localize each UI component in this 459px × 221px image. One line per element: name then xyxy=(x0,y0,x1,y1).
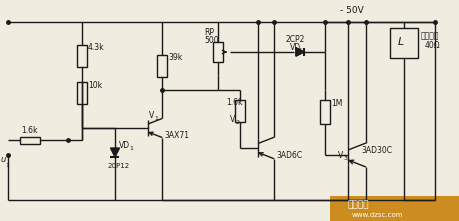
Text: www.dzsc.com: www.dzsc.com xyxy=(351,212,403,218)
Text: 39k: 39k xyxy=(168,53,182,62)
Text: 1: 1 xyxy=(5,163,9,168)
Text: 维库一卡: 维库一卡 xyxy=(347,200,369,209)
Bar xyxy=(77,45,87,67)
Text: 3AD6C: 3AD6C xyxy=(275,151,302,160)
Text: 2: 2 xyxy=(297,48,302,53)
Text: 2: 2 xyxy=(235,120,240,125)
Text: 500: 500 xyxy=(203,36,218,45)
Bar xyxy=(213,42,223,62)
Text: VD: VD xyxy=(289,43,301,52)
Text: - 50V: - 50V xyxy=(339,6,363,15)
Text: 1.6k: 1.6k xyxy=(21,126,38,135)
Text: 1M: 1M xyxy=(330,99,341,108)
Text: 10k: 10k xyxy=(88,81,102,90)
Text: 3AX71: 3AX71 xyxy=(164,131,189,140)
Text: 4.3k: 4.3k xyxy=(88,43,104,52)
Bar xyxy=(319,100,329,124)
Text: 1: 1 xyxy=(129,146,133,151)
Text: V: V xyxy=(230,115,235,124)
Bar xyxy=(157,55,167,77)
Text: VD: VD xyxy=(119,141,130,150)
Text: 1.6k: 1.6k xyxy=(225,98,242,107)
Text: 励磁线圈: 励磁线圈 xyxy=(420,31,438,40)
Bar xyxy=(235,100,245,122)
Text: L: L xyxy=(397,37,403,47)
Text: V: V xyxy=(337,151,342,160)
Text: 1: 1 xyxy=(154,116,157,121)
Text: RP: RP xyxy=(203,28,213,37)
Bar xyxy=(77,82,87,104)
Text: 2CP12: 2CP12 xyxy=(108,163,130,169)
Text: 3AD30C: 3AD30C xyxy=(360,146,391,155)
Text: 2CP2: 2CP2 xyxy=(285,35,305,44)
Text: V: V xyxy=(149,111,154,120)
Text: 40Ω: 40Ω xyxy=(424,41,440,50)
Polygon shape xyxy=(295,48,303,56)
Bar xyxy=(329,196,459,221)
Polygon shape xyxy=(110,148,119,157)
Bar xyxy=(20,137,40,143)
Text: u: u xyxy=(1,155,6,164)
Bar xyxy=(389,28,417,58)
Text: 3: 3 xyxy=(343,156,347,161)
